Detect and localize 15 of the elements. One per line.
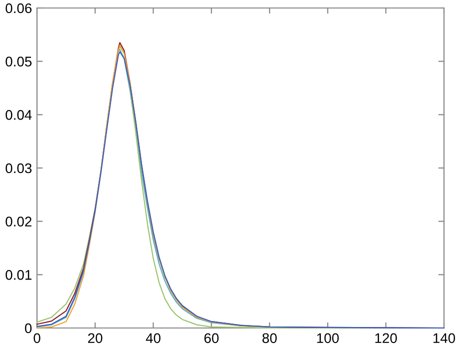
- x-tick-label: 80: [262, 333, 277, 344]
- x-tick-label: 120: [375, 333, 397, 344]
- y-tick-label: 0.06: [6, 3, 32, 14]
- y-tick-label: 0.03: [6, 163, 32, 174]
- x-tick-label: 20: [88, 333, 102, 344]
- y-tick-label: 0: [24, 323, 32, 334]
- x-tick-label: 100: [317, 333, 339, 344]
- y-tick-label: 0.02: [6, 216, 32, 227]
- y-tick-label: 0.04: [6, 110, 32, 120]
- y-tick-label: 0.05: [6, 56, 32, 67]
- x-tick-label: 60: [204, 333, 219, 344]
- x-tick-label: 0: [34, 333, 40, 344]
- x-tick-label: 40: [146, 333, 160, 344]
- y-tick-label: 0.01: [6, 270, 32, 280]
- x-tick-label: 140: [433, 333, 456, 344]
